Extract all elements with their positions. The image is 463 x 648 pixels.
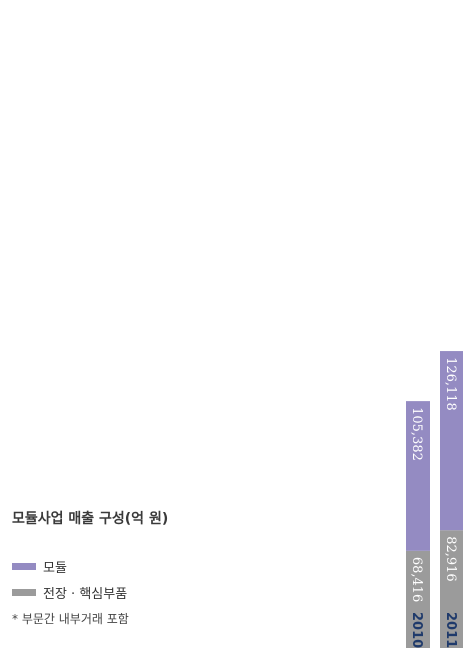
- chart-title: 모듈사업 매출 구성(억 원): [12, 511, 169, 527]
- value-label-parts-2010: 68,416: [409, 557, 424, 603]
- value-label-module-2010: 105,382: [409, 407, 424, 461]
- category-label-2011: 2011: [443, 612, 458, 648]
- legend-swatch-module: [12, 562, 36, 570]
- bar-segment-module-2011: [440, 351, 463, 531]
- legend-panel: 모듈사업 매출 구성(억 원) 모듈 전장 · 핵심부품 * 부문간 내부거래 …: [12, 508, 372, 627]
- legend-swatch-parts: [12, 588, 36, 596]
- bar-segment-parts-2010: [406, 550, 430, 648]
- legend-label-parts: 전장 · 핵심부품: [43, 586, 128, 602]
- bar-segment-module-2010: [406, 401, 430, 551]
- legend-item-module: 모듈: [12, 558, 372, 576]
- value-label-parts-2011: 82,916: [443, 536, 458, 582]
- value-label-module-2011: 126,118: [443, 357, 458, 411]
- legend-item-parts: 전장 · 핵심부품: [12, 584, 372, 602]
- category-label-2010: 2010: [409, 612, 424, 648]
- legend-label-module: 모듈: [43, 560, 67, 576]
- bar-segment-parts-2011: [440, 530, 463, 648]
- footnote: * 부문간 내부거래 포함: [12, 612, 129, 626]
